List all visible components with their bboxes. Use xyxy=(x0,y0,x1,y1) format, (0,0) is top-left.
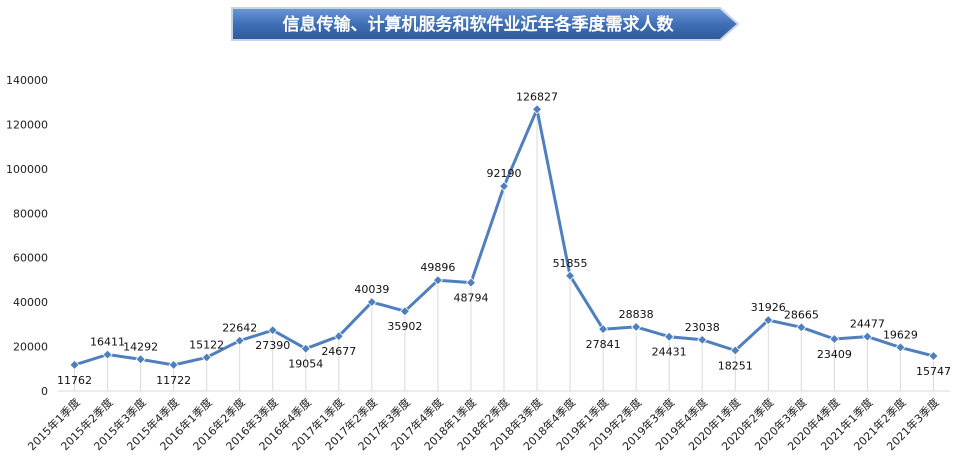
data-label: 24431 xyxy=(652,346,687,359)
y-tick-label: 0 xyxy=(41,385,48,398)
chart-title-banner: 信息传输、计算机服务和软件业近年各季度需求人数 xyxy=(231,7,740,41)
data-point-marker xyxy=(432,275,443,286)
y-axis: 0 20000 40000 60000 80000 100000 120000 140000 xyxy=(6,74,48,398)
data-point-marker xyxy=(730,345,741,356)
y-tick-label: 80000 xyxy=(13,207,48,220)
data-label: 28838 xyxy=(619,308,654,321)
data-label: 31926 xyxy=(751,301,786,314)
data-point-marker xyxy=(796,322,807,333)
y-tick-label: 140000 xyxy=(6,74,48,87)
data-point-marker xyxy=(928,350,939,362)
data-point-marker xyxy=(598,324,609,335)
y-tick-label: 120000 xyxy=(6,118,48,131)
data-label: 15122 xyxy=(189,338,224,351)
data-point-marker xyxy=(399,306,410,317)
data-label: 24477 xyxy=(850,318,885,331)
data-point-marker xyxy=(531,104,543,115)
data-label: 19629 xyxy=(883,328,918,341)
data-point-marker xyxy=(333,331,344,342)
data-label: 14292 xyxy=(123,340,158,353)
data-point-marker xyxy=(300,343,311,354)
data-label: 23409 xyxy=(817,348,852,361)
y-tick-label: 60000 xyxy=(13,252,48,265)
data-label: 92190 xyxy=(487,167,522,180)
data-label: 51855 xyxy=(553,257,588,270)
x-axis: 2015年1季度2015年2季度2015年3季度2015年4季度2016年1季度… xyxy=(25,390,950,453)
data-label: 27390 xyxy=(255,339,290,352)
y-tick-label: 20000 xyxy=(13,341,48,354)
data-label: 23038 xyxy=(685,321,720,334)
data-point-marker xyxy=(102,349,113,360)
title-banner-shape xyxy=(231,7,740,41)
drop-lines xyxy=(74,109,934,391)
data-label: 22642 xyxy=(222,322,257,335)
data-label: 15747 xyxy=(916,365,951,378)
data-point-marker xyxy=(664,331,675,342)
data-point-marker xyxy=(862,331,873,342)
data-label: 18251 xyxy=(718,359,753,372)
data-label: 48794 xyxy=(453,292,488,305)
data-point-marker xyxy=(631,321,642,333)
data-label: 40039 xyxy=(354,283,389,296)
data-point-marker xyxy=(69,359,80,370)
data-label: 19054 xyxy=(288,358,323,371)
data-point-marker xyxy=(234,335,245,346)
data-label: 24677 xyxy=(321,345,356,358)
data-label: 16411 xyxy=(90,336,125,349)
data-label: 11762 xyxy=(57,374,92,387)
data-point-marker xyxy=(168,359,179,371)
data-label: 35902 xyxy=(387,320,422,333)
data-point-marker xyxy=(829,333,840,345)
data-point-marker xyxy=(565,270,576,281)
data-point-marker xyxy=(201,352,212,363)
data-point-marker xyxy=(267,325,278,336)
data-point-marker xyxy=(366,296,377,308)
data-point-marker xyxy=(763,315,774,326)
data-label: 126827 xyxy=(516,90,558,103)
y-tick-label: 100000 xyxy=(6,163,48,176)
chart-title: 信息传输、计算机服务和软件业近年各季度需求人数 xyxy=(283,14,675,35)
data-point-marker xyxy=(135,354,146,365)
data-label: 28665 xyxy=(784,308,819,321)
data-point-marker xyxy=(498,181,510,192)
data-label: 27841 xyxy=(586,338,621,351)
data-label: 49896 xyxy=(420,261,455,274)
data-point-marker xyxy=(465,277,477,288)
y-tick-label: 40000 xyxy=(13,296,48,309)
data-point-marker xyxy=(895,342,906,353)
data-label: 11722 xyxy=(156,374,191,387)
data-point-marker xyxy=(697,334,708,345)
series-markers xyxy=(69,104,939,371)
